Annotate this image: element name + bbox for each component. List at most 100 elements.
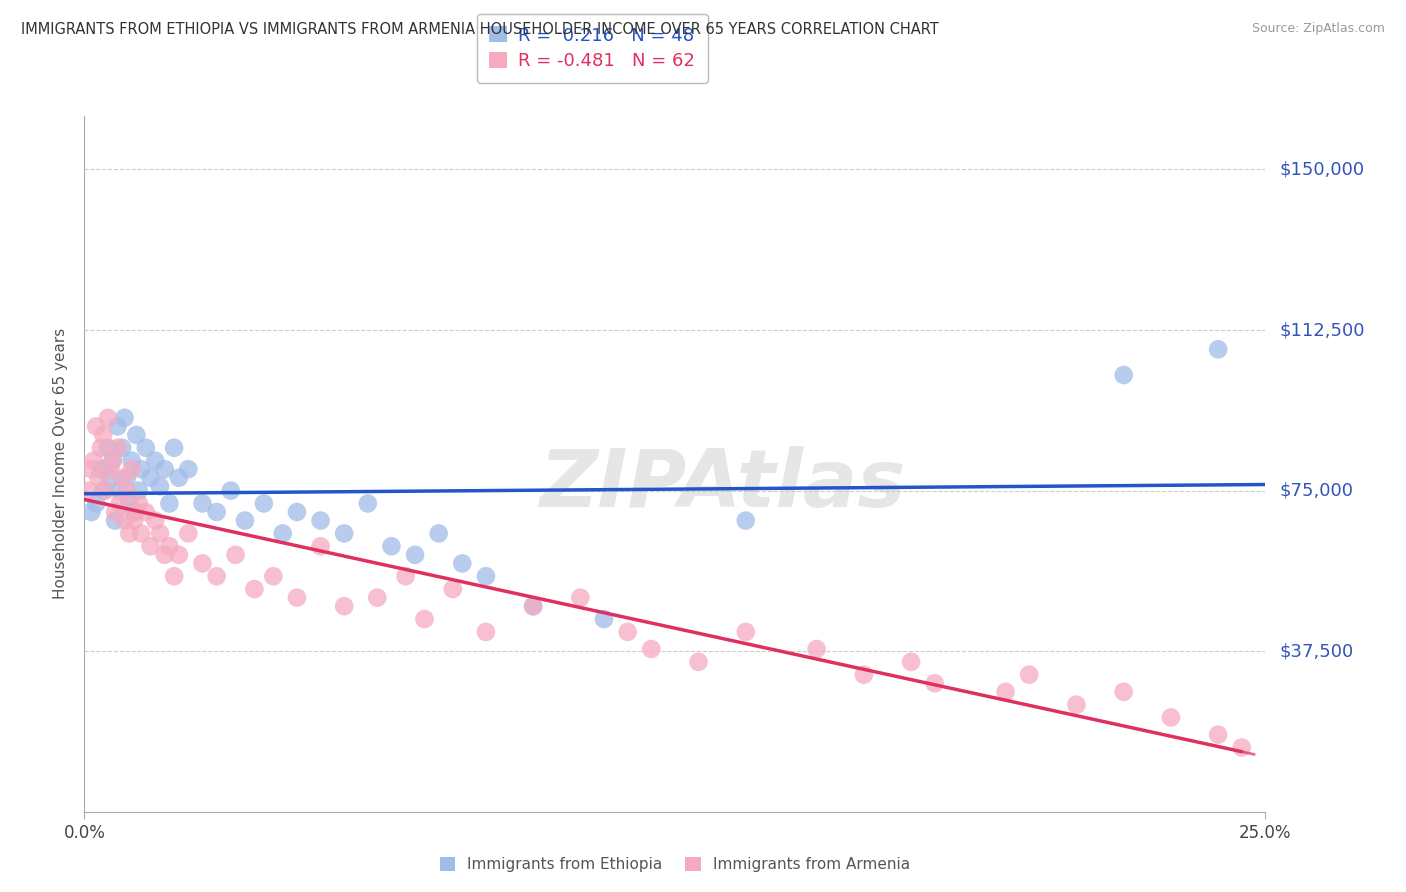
- Point: [569, 591, 592, 605]
- Point: [205, 569, 228, 583]
- Point: [80, 505, 103, 519]
- Point: [98, 462, 121, 476]
- Point: [366, 591, 388, 605]
- Point: [80, 462, 103, 476]
- Point: [924, 676, 946, 690]
- Point: [404, 548, 426, 562]
- Point: [1112, 685, 1135, 699]
- Point: [309, 514, 332, 528]
- Point: [149, 479, 172, 493]
- Point: [118, 496, 141, 510]
- Point: [107, 419, 129, 434]
- Legend: R =  0.216   N = 48, R = -0.481   N = 62: R = 0.216 N = 48, R = -0.481 N = 62: [477, 13, 707, 83]
- Point: [97, 410, 120, 425]
- Point: [91, 483, 114, 498]
- Point: [77, 483, 100, 498]
- Y-axis label: Householder Income Over 65 years: Householder Income Over 65 years: [53, 328, 69, 599]
- Text: $150,000: $150,000: [1279, 161, 1364, 178]
- Point: [475, 624, 498, 639]
- Point: [253, 496, 276, 510]
- Point: [115, 471, 138, 485]
- Point: [129, 526, 152, 541]
- Point: [122, 505, 145, 519]
- Point: [262, 569, 284, 583]
- Point: [852, 667, 875, 681]
- Point: [83, 453, 105, 467]
- Point: [149, 526, 172, 541]
- Point: [153, 548, 176, 562]
- Point: [616, 624, 638, 639]
- Point: [97, 441, 120, 455]
- Point: [128, 496, 150, 510]
- Point: [233, 514, 256, 528]
- Text: IMMIGRANTS FROM ETHIOPIA VS IMMIGRANTS FROM ARMENIA HOUSEHOLDER INCOME OVER 65 Y: IMMIGRANTS FROM ETHIOPIA VS IMMIGRANTS F…: [21, 22, 939, 37]
- Point: [191, 496, 214, 510]
- Point: [163, 569, 186, 583]
- Point: [285, 505, 308, 519]
- Point: [163, 441, 186, 455]
- Point: [427, 526, 450, 541]
- Point: [167, 471, 190, 485]
- Point: [900, 655, 922, 669]
- Point: [394, 569, 416, 583]
- Point: [111, 471, 134, 485]
- Point: [114, 514, 136, 528]
- Point: [225, 548, 247, 562]
- Point: [1206, 728, 1229, 742]
- Point: [153, 462, 176, 476]
- Point: [219, 483, 242, 498]
- Point: [122, 514, 145, 528]
- Text: $112,500: $112,500: [1279, 321, 1365, 339]
- Point: [522, 599, 544, 614]
- Legend: Immigrants from Ethiopia, Immigrants from Armenia: Immigrants from Ethiopia, Immigrants fro…: [432, 849, 918, 880]
- Text: $75,000: $75,000: [1279, 482, 1354, 500]
- Point: [111, 441, 134, 455]
- Point: [734, 624, 756, 639]
- Point: [734, 514, 756, 528]
- Point: [90, 441, 112, 455]
- Text: $37,500: $37,500: [1279, 642, 1354, 660]
- Point: [84, 419, 107, 434]
- Point: [118, 526, 141, 541]
- Point: [357, 496, 380, 510]
- Point: [87, 471, 110, 485]
- Point: [593, 612, 616, 626]
- Point: [104, 505, 127, 519]
- Point: [177, 526, 200, 541]
- Point: [1018, 667, 1040, 681]
- Point: [90, 462, 112, 476]
- Point: [413, 612, 436, 626]
- Point: [104, 514, 127, 528]
- Point: [121, 462, 143, 476]
- Point: [107, 441, 129, 455]
- Point: [143, 514, 166, 528]
- Point: [1206, 343, 1229, 357]
- Point: [309, 539, 332, 553]
- Point: [128, 483, 150, 498]
- Point: [1230, 740, 1253, 755]
- Point: [191, 557, 214, 571]
- Point: [475, 569, 498, 583]
- Point: [125, 428, 148, 442]
- Point: [157, 539, 180, 553]
- Point: [139, 471, 162, 485]
- Point: [333, 526, 356, 541]
- Point: [157, 496, 180, 510]
- Point: [271, 526, 294, 541]
- Point: [108, 483, 131, 498]
- Point: [167, 548, 190, 562]
- Point: [806, 642, 828, 657]
- Point: [522, 599, 544, 614]
- Point: [114, 410, 136, 425]
- Point: [380, 539, 402, 553]
- Point: [98, 471, 121, 485]
- Point: [139, 539, 162, 553]
- Point: [101, 453, 124, 467]
- Point: [129, 462, 152, 476]
- Point: [1112, 368, 1135, 382]
- Text: Source: ZipAtlas.com: Source: ZipAtlas.com: [1251, 22, 1385, 36]
- Point: [285, 591, 308, 605]
- Point: [640, 642, 662, 657]
- Point: [177, 462, 200, 476]
- Point: [135, 441, 157, 455]
